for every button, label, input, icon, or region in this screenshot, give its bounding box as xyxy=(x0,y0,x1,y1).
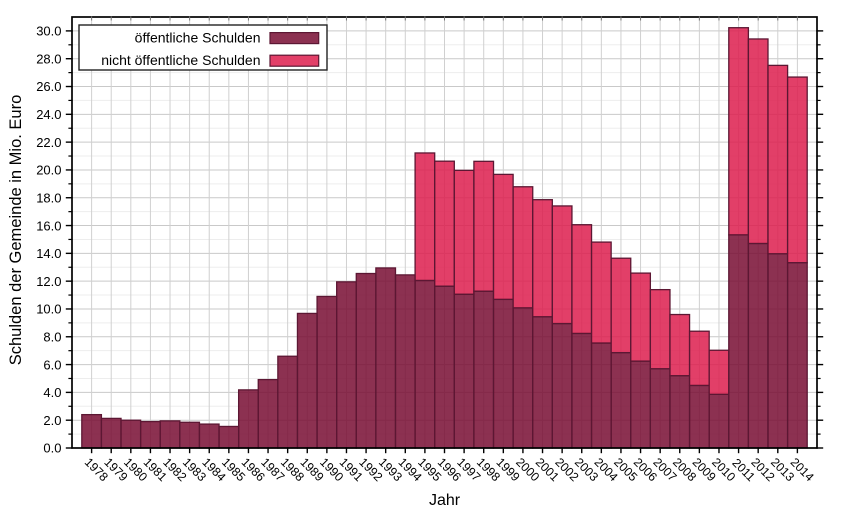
svg-text:24.0: 24.0 xyxy=(36,107,61,122)
svg-text:12.0: 12.0 xyxy=(36,274,61,289)
svg-text:0.0: 0.0 xyxy=(43,441,61,456)
svg-text:26.0: 26.0 xyxy=(36,79,61,94)
svg-text:6.0: 6.0 xyxy=(43,357,61,372)
svg-text:8.0: 8.0 xyxy=(43,329,61,344)
svg-text:28.0: 28.0 xyxy=(36,51,61,66)
svg-text:14.0: 14.0 xyxy=(36,246,61,261)
svg-text:2.0: 2.0 xyxy=(43,413,61,428)
svg-text:4.0: 4.0 xyxy=(43,385,61,400)
svg-text:22.0: 22.0 xyxy=(36,135,61,150)
svg-text:10.0: 10.0 xyxy=(36,302,61,317)
svg-text:18.0: 18.0 xyxy=(36,190,61,205)
svg-text:Schulden der Gemeinde in Mio.: Schulden der Gemeinde in Mio. Euro xyxy=(7,95,25,366)
svg-text:nicht öffentliche Schulden: nicht öffentliche Schulden xyxy=(101,52,260,68)
svg-text:öffentliche Schulden: öffentliche Schulden xyxy=(135,30,261,46)
svg-text:30.0: 30.0 xyxy=(36,24,61,39)
svg-text:Jahr: Jahr xyxy=(429,492,461,509)
svg-text:16.0: 16.0 xyxy=(36,218,61,233)
svg-text:20.0: 20.0 xyxy=(36,163,61,178)
